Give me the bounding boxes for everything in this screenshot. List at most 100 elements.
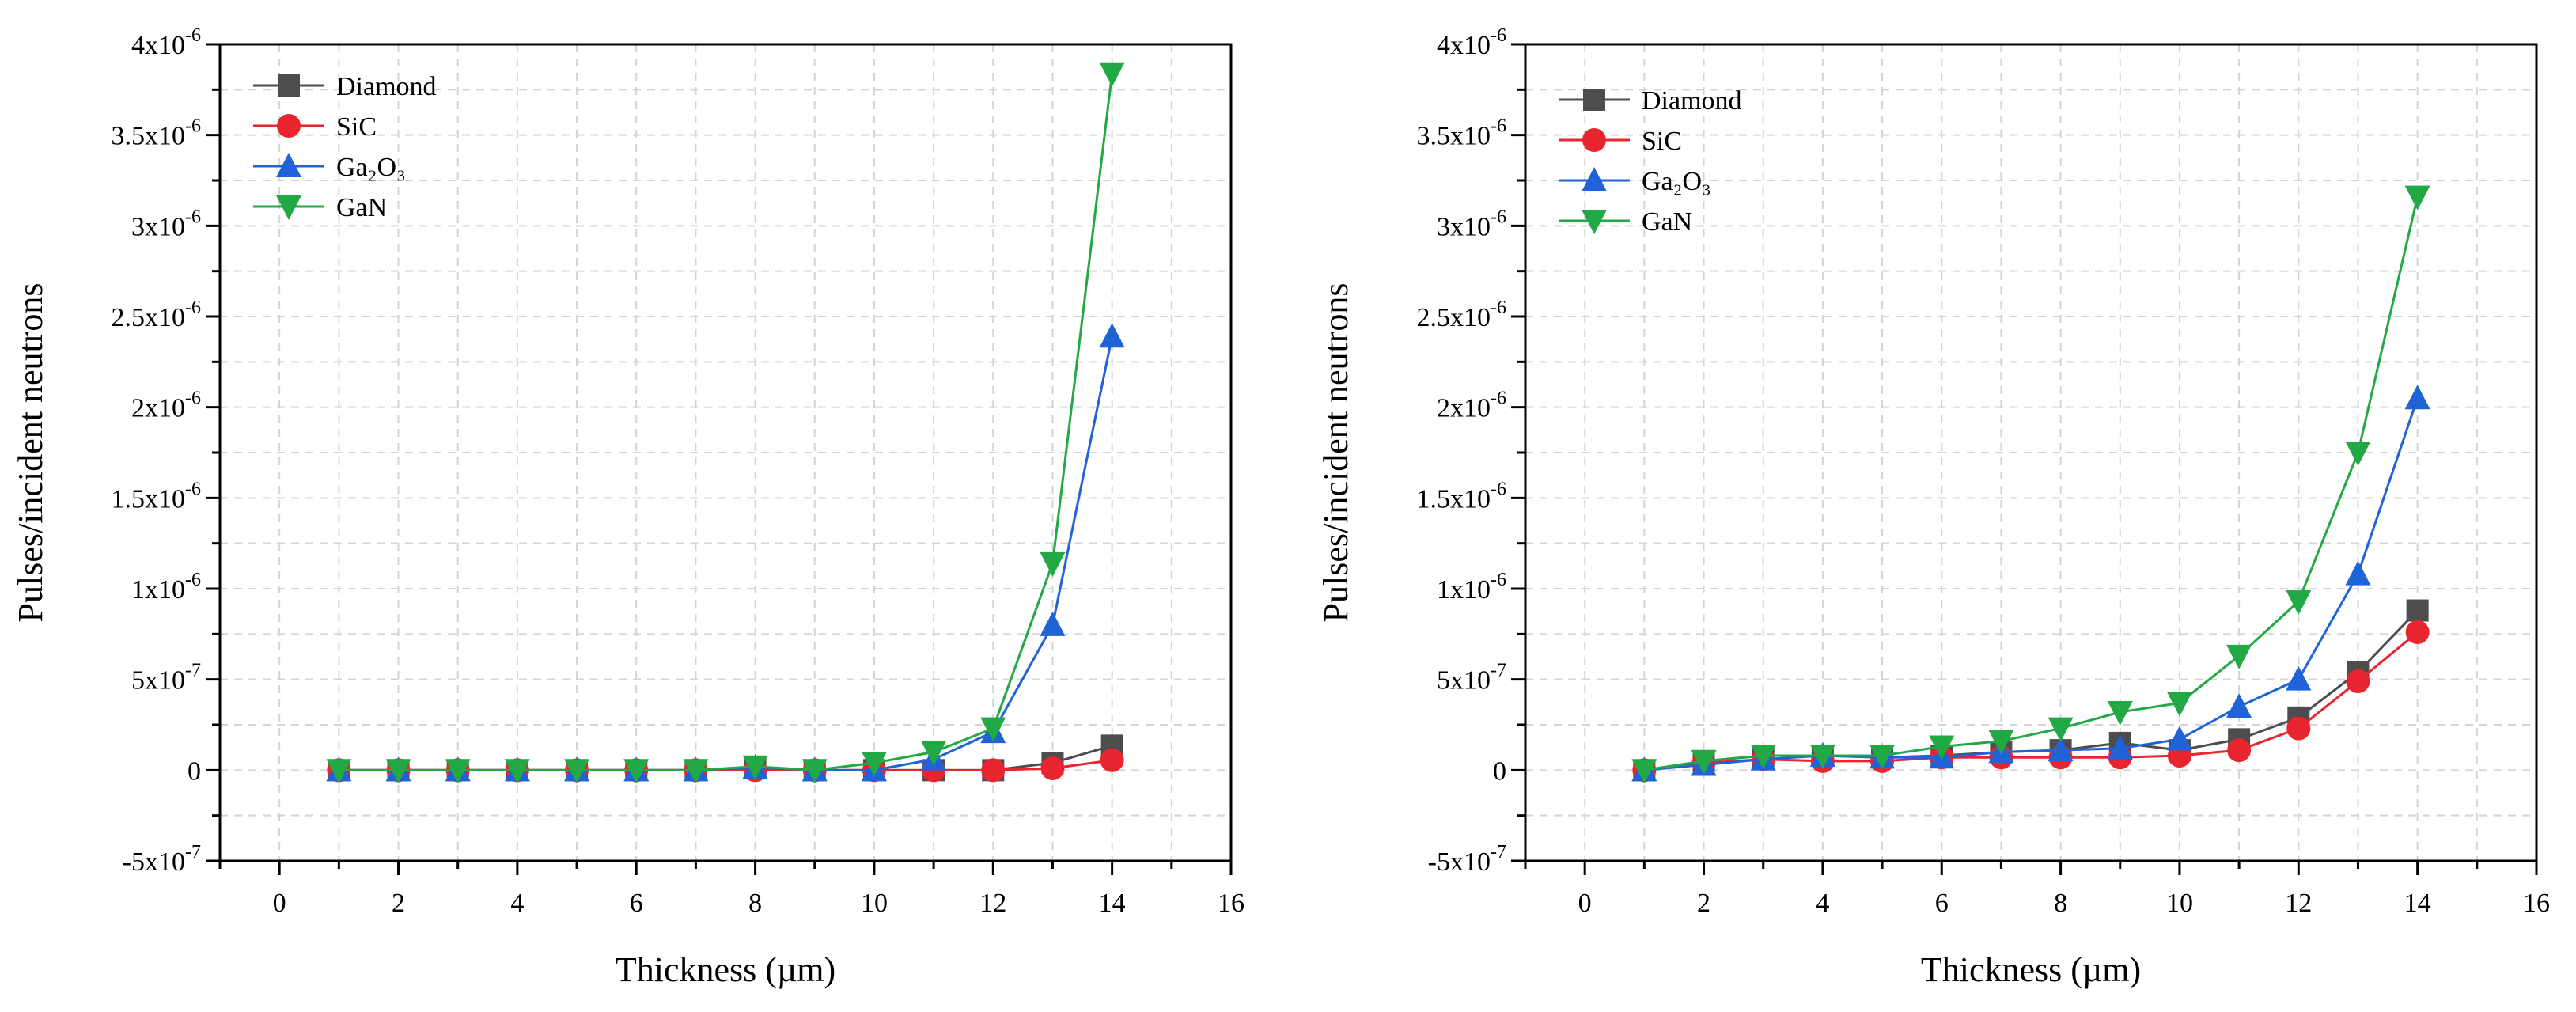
- y-tick-mantissa: 1x10: [131, 575, 185, 605]
- y-tick-label: 1x10-6: [1437, 570, 1506, 605]
- x-tick-label: 12: [2285, 889, 2312, 918]
- y-tick-label: -5x10-7: [123, 842, 201, 877]
- data-point: [1691, 749, 1717, 775]
- y-tick-mantissa: 0: [1493, 756, 1506, 786]
- data-point: [1988, 730, 2014, 755]
- y-tick-label: 4x10-6: [1437, 25, 1506, 60]
- y-tick-mantissa: 0: [188, 756, 201, 786]
- y-tick-mantissa: 4x10: [131, 31, 185, 60]
- y-tick-mantissa: 5x10: [1437, 666, 1491, 696]
- data-point: [742, 755, 768, 780]
- legend-label: Diamond: [1642, 86, 1742, 116]
- data-point: [564, 759, 590, 784]
- y-tick-exponent: -6: [1491, 479, 1506, 499]
- data-point: [1100, 748, 1124, 772]
- left-chart-panel: 0 2 4 6 8 10 12 14 16-5x10-705x10-71x10-61.5x10-…: [11, 25, 1244, 989]
- legend-item-gan: GaN: [1559, 207, 1692, 237]
- y-tick-exponent: -6: [185, 479, 201, 499]
- x-axis-title: Thickness (µm): [1921, 950, 2141, 989]
- y-tick-mantissa: 3.5x10: [1417, 122, 1491, 151]
- y-tick-exponent: -6: [1491, 207, 1506, 227]
- y-tick-exponent: -6: [1491, 298, 1506, 318]
- x-axis: 0 2 4 6 8 10 12 14 16: [1524, 861, 2550, 918]
- legend-marker: [276, 195, 301, 220]
- legend-label: SiC: [1642, 127, 1682, 156]
- data-point: [801, 759, 828, 784]
- data-point: [1869, 744, 1896, 769]
- x-tick-label: 16: [2523, 889, 2550, 918]
- y-tick-exponent: -6: [185, 298, 201, 318]
- y-tick-exponent: -7: [185, 661, 201, 681]
- data-point: [2286, 590, 2312, 616]
- x-tick-label: 4: [510, 889, 524, 918]
- series-line: [1644, 196, 2419, 771]
- y-tick-mantissa: 2.5x10: [112, 303, 186, 332]
- y-tick-mantissa: 5x10: [131, 666, 185, 696]
- data-point: [1099, 62, 1125, 87]
- y-tick-mantissa: 2.5x10: [1417, 303, 1491, 332]
- data-point: [2107, 734, 2133, 760]
- y-tick-label: 3.5x10-6: [1417, 116, 1507, 151]
- y-tick-label: 3x10-6: [1437, 207, 1506, 241]
- legend-label: SiC: [336, 112, 377, 142]
- legend-label: GaN: [336, 193, 387, 222]
- legend-item-gan: GaN: [253, 193, 387, 222]
- x-tick-label: 14: [2404, 889, 2431, 918]
- x-tick-label: 0: [273, 889, 286, 918]
- data-point: [1040, 551, 1066, 577]
- data-point: [1631, 759, 1657, 784]
- y-tick-label: 1.5x10-6: [1417, 479, 1507, 514]
- x-tick-label: 0: [1578, 889, 1592, 918]
- data-point: [326, 759, 352, 784]
- x-tick-label: 4: [1816, 889, 1829, 918]
- y-tick-label: 2.5x10-6: [112, 298, 202, 332]
- data-point: [2346, 669, 2370, 693]
- data-point: [921, 741, 947, 766]
- y-tick-mantissa: -5x10: [1428, 847, 1491, 877]
- y-axis-title: Pulses/incident neutrons: [1316, 283, 1355, 623]
- y-tick-exponent: -6: [185, 25, 201, 46]
- y-tick-exponent: -7: [1491, 661, 1506, 681]
- legend-marker: [276, 153, 301, 177]
- y-tick-exponent: -7: [185, 842, 201, 862]
- data-point: [2048, 717, 2074, 742]
- data-point: [2226, 644, 2252, 669]
- data-point: [981, 758, 1006, 783]
- data-point: [1040, 756, 1065, 781]
- y-tick-mantissa: 3x10: [131, 212, 185, 241]
- data-point: [2406, 599, 2429, 622]
- y-tick-label: 1.5x10-6: [112, 479, 202, 514]
- data-point: [385, 759, 411, 784]
- y-tick-exponent: -6: [185, 207, 201, 227]
- data-point: [1929, 735, 1955, 760]
- data-point: [2226, 693, 2252, 718]
- y-tick-mantissa: 2x10: [131, 394, 185, 423]
- data-point: [2404, 385, 2430, 410]
- y-tick-label: 3.5x10-6: [112, 116, 202, 151]
- x-axis-title: Thickness (µm): [616, 950, 835, 989]
- data-point: [2166, 726, 2192, 751]
- data-point: [2345, 560, 2371, 586]
- y-axis: -5x10-705x10-71x10-61.5x10-62x10-62.5x10…: [112, 25, 220, 877]
- y-tick-label: 3x10-6: [131, 207, 201, 241]
- y-tick-label: 2x10-6: [131, 389, 201, 423]
- data-point: [861, 752, 887, 777]
- data-point: [1040, 611, 1066, 636]
- y-tick-exponent: -6: [185, 570, 201, 590]
- data-point: [1750, 744, 1776, 769]
- data-point: [1099, 323, 1125, 348]
- y-tick-mantissa: -5x10: [123, 847, 185, 877]
- x-axis: 0 2 4 6 8 10 12 14 16: [218, 861, 1244, 918]
- legend-item-sic: SiC: [1559, 127, 1682, 156]
- legend-marker: [1582, 210, 1607, 234]
- legend-label: Ga₂O₃: [1642, 167, 1711, 196]
- y-tick-mantissa: 1x10: [1437, 575, 1491, 605]
- y-tick-exponent: -6: [185, 389, 201, 409]
- legend-item-sic: SiC: [253, 112, 377, 142]
- x-tick-label: 12: [979, 889, 1006, 918]
- data-point: [2166, 692, 2192, 717]
- legend-item-diamond: Diamond: [1559, 86, 1742, 116]
- y-tick-label: 0: [1493, 756, 1506, 786]
- y-tick-mantissa: 4x10: [1437, 31, 1491, 60]
